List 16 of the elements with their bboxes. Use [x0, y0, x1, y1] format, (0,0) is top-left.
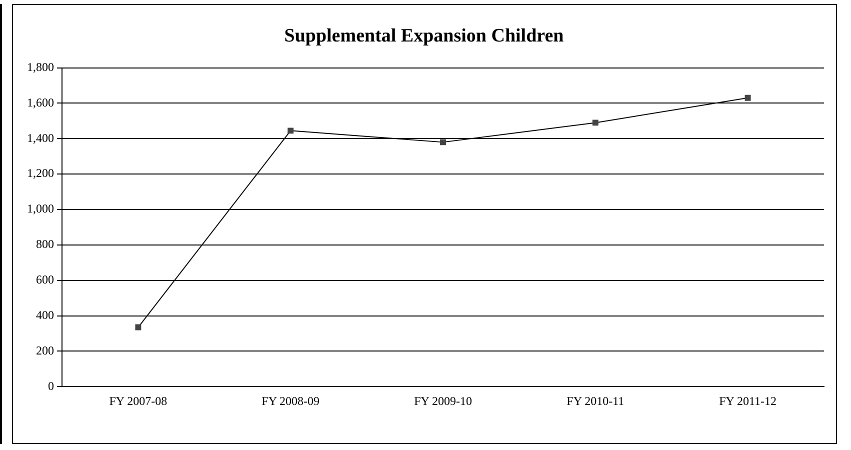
y-tick-label: 400: [36, 308, 54, 322]
y-tick-label: 800: [36, 237, 54, 252]
x-tick-label: FY 2010-11: [566, 394, 624, 408]
x-tick-label: FY 2011-12: [719, 394, 777, 408]
y-tick-label: 1,400: [27, 130, 54, 145]
y-tick-label: 1,800: [27, 60, 54, 74]
y-tick-label: 200: [36, 343, 54, 358]
y-tick-label: 1,000: [27, 202, 54, 216]
y-tick-label: 1,200: [27, 166, 54, 180]
x-tick-label: FY 2007-08: [109, 394, 168, 408]
x-tick-label: FY 2008-09: [262, 394, 320, 408]
y-tick-label: 0: [48, 378, 54, 393]
chart-title: Supplemental Expansion Children: [284, 25, 564, 46]
x-tick-label: FY 2009-10: [414, 394, 472, 408]
y-tick-label: 600: [36, 272, 54, 286]
y-tick-label: 1,600: [27, 95, 54, 110]
